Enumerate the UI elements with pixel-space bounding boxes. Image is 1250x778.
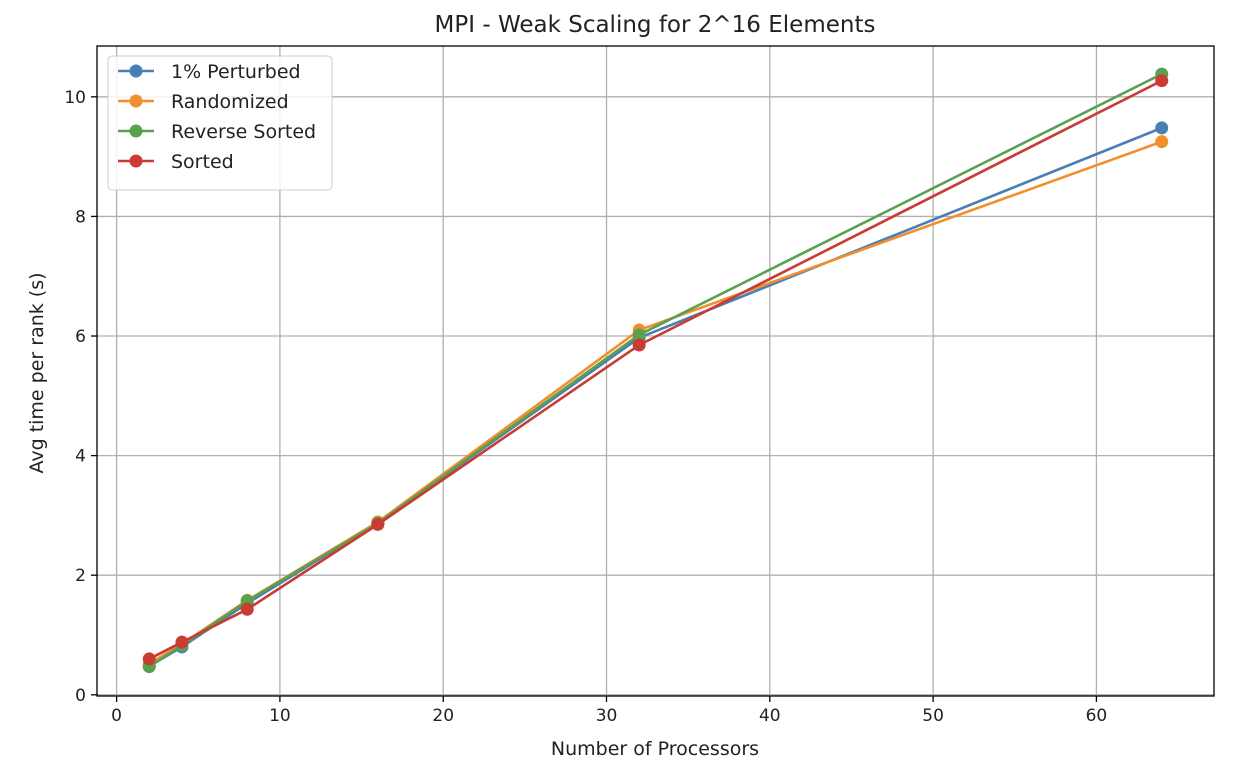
x-tick-label: 20 [432, 706, 454, 726]
legend-label: Sorted [171, 151, 234, 173]
series-line [148, 140, 1163, 665]
x-tick-label: 30 [596, 706, 618, 726]
x-tick-label: 60 [1086, 706, 1108, 726]
grid-lines [97, 46, 1214, 696]
data-point [1155, 135, 1169, 149]
legend: 1% Perturbed Randomized Reverse Sorted Sort… [107, 55, 333, 191]
series-0 [142, 121, 1169, 673]
data-point [632, 328, 646, 342]
x-tick-label: 40 [759, 706, 781, 726]
x-tick-label: 0 [111, 706, 122, 726]
legend-item: Reverse Sorted [118, 121, 316, 143]
x-axis-label: Number of Processors [551, 738, 759, 760]
legend-marker [129, 124, 143, 138]
series-1 [142, 135, 1169, 671]
legend-marker [129, 94, 143, 108]
data-point [240, 602, 254, 616]
y-tick-label: 6 [75, 327, 86, 347]
legend-label: 1% Perturbed [171, 61, 301, 83]
y-tick-label: 4 [75, 447, 86, 467]
legend-item: 1% Perturbed [118, 61, 301, 83]
y-axis-label: Avg time per rank (s) [26, 272, 48, 473]
data-point [632, 338, 646, 352]
data-point [1155, 74, 1169, 88]
axis-ticks: 0 10 20 30 40 50 60 0 2 4 6 8 10 [64, 88, 1107, 726]
data-point [142, 652, 156, 666]
series-3 [142, 74, 1169, 666]
data-point [371, 517, 385, 531]
series-line [148, 126, 1163, 668]
legend-marker [129, 64, 143, 78]
y-tick-label: 2 [75, 566, 86, 586]
legend-label: Randomized [171, 91, 289, 113]
legend-item: Randomized [118, 91, 289, 113]
plot-frame [96, 45, 1215, 697]
y-tick-label: 10 [64, 88, 86, 108]
legend-label: Reverse Sorted [171, 121, 316, 143]
series-layer [142, 67, 1169, 674]
y-tick-label: 0 [75, 686, 86, 706]
legend-item: Sorted [118, 151, 234, 173]
data-point [1155, 121, 1169, 135]
x-tick-label: 50 [922, 706, 944, 726]
series-line [148, 72, 1163, 668]
x-tick-label: 10 [269, 706, 291, 726]
data-point [175, 635, 189, 649]
legend-box [107, 55, 333, 191]
chart-title: MPI - Weak Scaling for 2^16 Elements [435, 12, 876, 38]
legend-marker [129, 154, 143, 168]
y-tick-label: 8 [75, 207, 86, 227]
